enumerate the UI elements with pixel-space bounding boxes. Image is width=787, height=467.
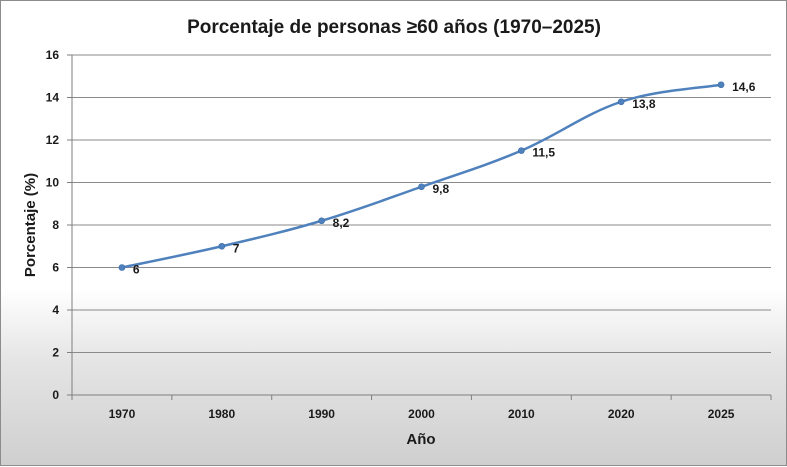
x-tick-label: 2020 [608, 407, 635, 421]
data-label: 11,5 [532, 146, 555, 160]
data-point [218, 242, 226, 250]
data-labels: 6 7 8,2 9,8 11,5 13,8 14,6 [133, 80, 756, 277]
y-tick-label: 2 [52, 346, 59, 360]
x-tick-label: 1990 [308, 407, 335, 421]
data-label: 6 [133, 263, 140, 277]
y-tick-label: 8 [52, 218, 59, 232]
x-axis-title: Año [406, 431, 435, 448]
y-tick-label: 0 [52, 388, 59, 402]
x-tick-label: 1970 [109, 407, 136, 421]
y-tick-label: 14 [46, 91, 60, 105]
y-tick-label: 10 [46, 176, 60, 190]
data-point [518, 147, 525, 154]
series-line-path [121, 83, 722, 269]
x-tick-label: 1980 [208, 407, 235, 421]
chart-title: Porcentaje de personas ≥60 años (1970–20… [187, 17, 601, 38]
y-tick-label: 6 [52, 261, 59, 275]
series-line [118, 81, 725, 271]
x-tick-labels: 1970 1980 1990 2000 2010 2020 2025 [109, 407, 735, 421]
data-point [318, 217, 325, 225]
data-point [118, 264, 126, 271]
gridlines [72, 54, 771, 353]
x-tick-label: 2010 [508, 407, 535, 421]
x-tick-label: 2025 [708, 407, 735, 421]
data-label: 8,2 [333, 216, 350, 230]
data-label: 14,6 [732, 80, 756, 94]
data-label: 13,8 [632, 97, 656, 111]
y-tick-label: 16 [46, 48, 60, 62]
data-point [418, 183, 425, 191]
data-label: 9,8 [433, 182, 450, 196]
data-label: 7 [233, 241, 240, 255]
y-tick-label: 12 [46, 133, 60, 147]
data-point [617, 98, 625, 106]
x-tick-label: 2000 [408, 407, 435, 421]
y-tick-labels: 0 2 4 6 8 10 12 14 16 [46, 48, 60, 402]
y-axis-title: Porcentaje (%) [22, 173, 39, 277]
axes [67, 54, 772, 400]
y-tick-label: 4 [52, 303, 59, 317]
data-point [717, 81, 725, 89]
